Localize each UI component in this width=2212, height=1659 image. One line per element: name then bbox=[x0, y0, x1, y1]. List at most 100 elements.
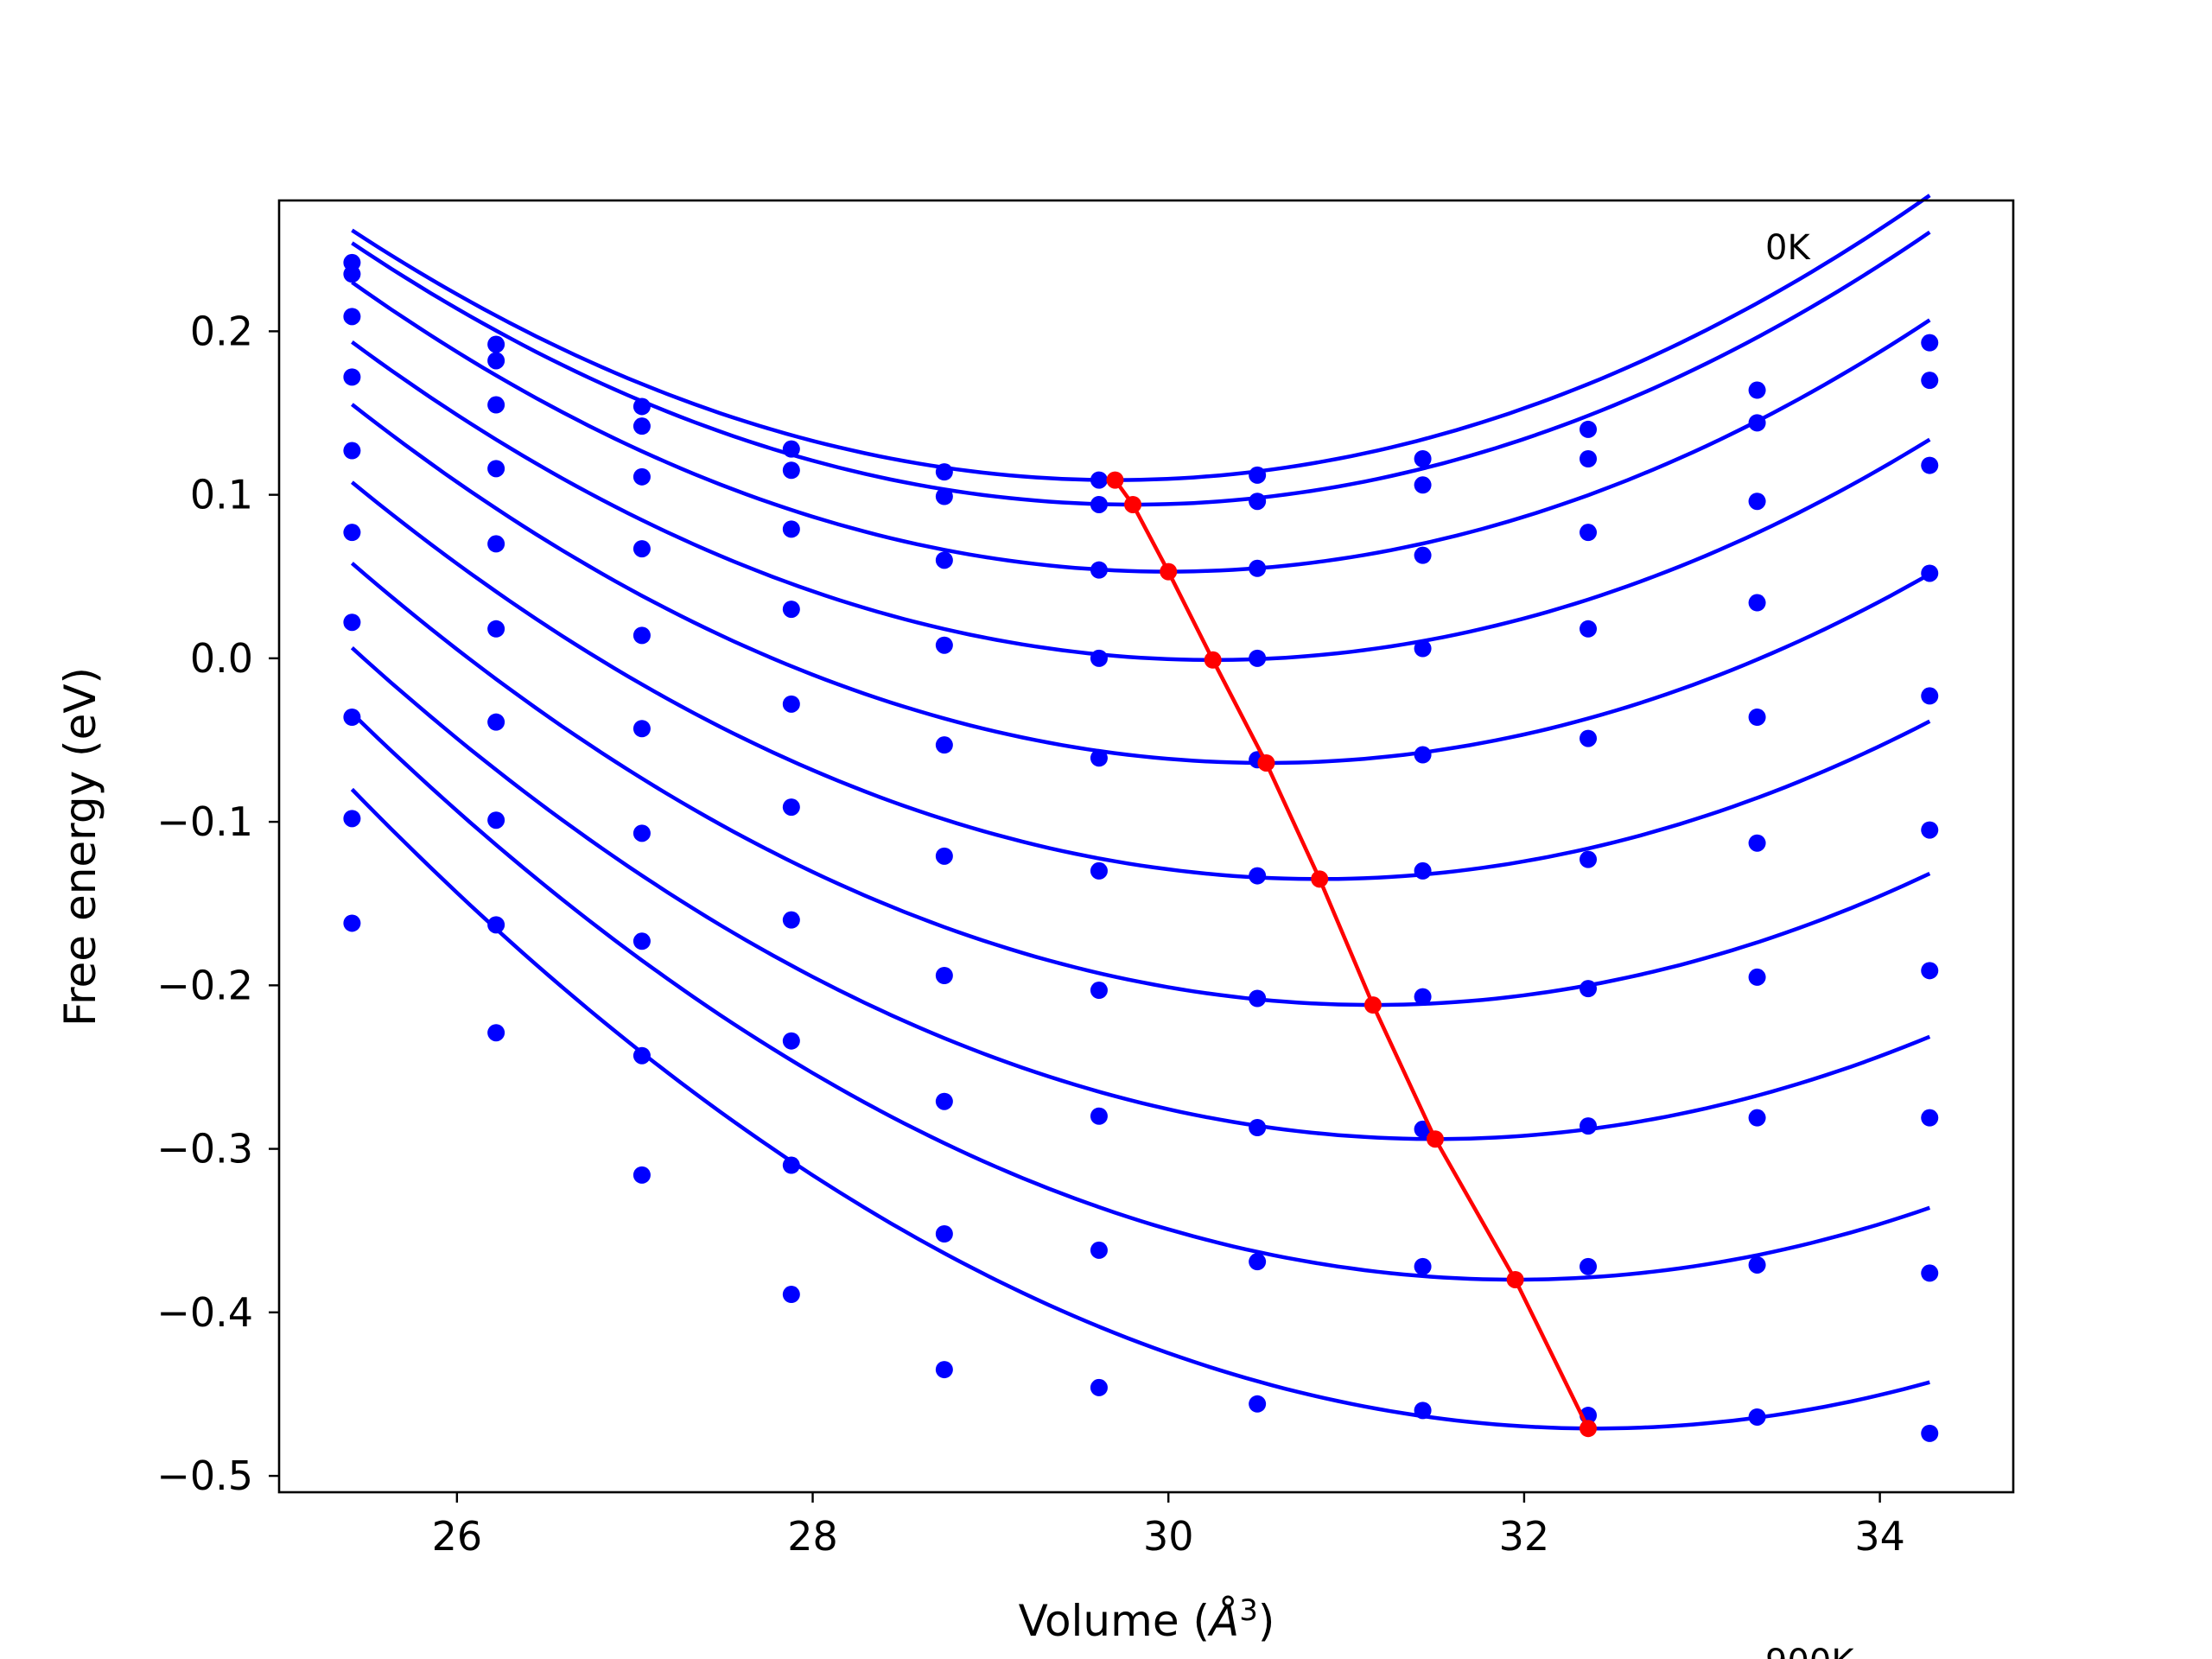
data-point bbox=[1748, 709, 1766, 726]
data-point bbox=[1249, 466, 1267, 484]
y-tick-label: −0.1 bbox=[156, 798, 253, 845]
minimum-point bbox=[1580, 1420, 1598, 1438]
data-point bbox=[935, 551, 953, 569]
data-point bbox=[487, 396, 505, 414]
data-point bbox=[1580, 620, 1598, 638]
data-point bbox=[487, 713, 505, 731]
fit-curves bbox=[350, 194, 1931, 1431]
x-tick-label: 34 bbox=[1854, 1513, 1905, 1560]
data-point bbox=[782, 695, 800, 713]
data-point bbox=[935, 636, 953, 654]
data-point bbox=[1748, 834, 1766, 852]
data-point bbox=[1249, 559, 1267, 577]
data-point bbox=[1414, 746, 1432, 764]
data-point bbox=[935, 967, 953, 984]
data-point bbox=[632, 626, 651, 645]
y-tick-label: 0.2 bbox=[190, 308, 253, 354]
data-point bbox=[1580, 1257, 1598, 1275]
data-point bbox=[1748, 381, 1766, 399]
data-point bbox=[1414, 988, 1432, 1006]
data-points bbox=[343, 253, 1939, 1442]
data-point bbox=[1921, 1264, 1939, 1282]
data-point bbox=[343, 524, 361, 542]
data-point bbox=[1414, 1402, 1432, 1420]
annotation-0k: 0K bbox=[1765, 228, 1811, 268]
data-point bbox=[782, 1156, 800, 1174]
minimum-point bbox=[1124, 495, 1142, 513]
data-point bbox=[1090, 1378, 1108, 1396]
data-point bbox=[1748, 414, 1766, 432]
data-point bbox=[487, 1024, 505, 1042]
minimum-point bbox=[1427, 1130, 1444, 1148]
data-point bbox=[487, 811, 505, 830]
data-point bbox=[1921, 962, 1939, 980]
data-point bbox=[782, 440, 800, 458]
data-point bbox=[487, 460, 505, 478]
data-point bbox=[487, 620, 505, 638]
x-axis-label-power: 3 bbox=[1239, 1593, 1258, 1628]
data-point bbox=[1414, 1257, 1432, 1275]
data-point bbox=[1414, 546, 1432, 564]
data-point bbox=[1249, 1395, 1267, 1413]
x-axis-ticks: 26 28 30 32 34 bbox=[432, 1492, 1905, 1560]
data-point bbox=[1249, 989, 1267, 1007]
data-point bbox=[632, 397, 651, 416]
data-point bbox=[1921, 372, 1939, 390]
data-point bbox=[632, 932, 651, 950]
data-point bbox=[1748, 493, 1766, 511]
y-axis-ticks: 0.2 0.1 0.0 −0.1 −0.2 −0.3 −0.4 −0.5 bbox=[156, 308, 279, 1499]
data-point bbox=[782, 1286, 800, 1304]
fit-curve bbox=[351, 280, 1931, 574]
x-axis-label-unit: Å bbox=[1207, 1596, 1239, 1646]
data-point bbox=[782, 911, 800, 929]
fit-curve bbox=[351, 340, 1931, 662]
data-point bbox=[1090, 861, 1108, 880]
data-point bbox=[1414, 639, 1432, 658]
fit-curve bbox=[350, 480, 1931, 881]
x-tick-label: 26 bbox=[432, 1513, 483, 1560]
x-tick-label: 28 bbox=[787, 1513, 838, 1560]
data-point bbox=[1090, 649, 1108, 667]
fit-curve bbox=[350, 562, 1931, 1007]
data-point bbox=[1090, 1241, 1108, 1259]
data-point bbox=[1921, 564, 1939, 582]
data-point bbox=[782, 520, 800, 538]
data-point bbox=[935, 463, 953, 481]
fit-curve bbox=[350, 646, 1931, 1141]
data-point bbox=[782, 798, 800, 817]
y-tick-label: −0.5 bbox=[156, 1452, 253, 1499]
data-point bbox=[1580, 850, 1598, 868]
minimum-point bbox=[1257, 753, 1275, 772]
data-point bbox=[1249, 649, 1267, 667]
fit-curve bbox=[350, 787, 1930, 1431]
data-point bbox=[1748, 1408, 1766, 1426]
data-point bbox=[935, 1361, 953, 1379]
data-point bbox=[632, 1046, 651, 1065]
data-point bbox=[1090, 471, 1108, 489]
data-point bbox=[343, 308, 361, 326]
data-point bbox=[1580, 524, 1598, 542]
data-point bbox=[1921, 1424, 1939, 1442]
data-point bbox=[1580, 980, 1598, 998]
plot-frame bbox=[277, 199, 2015, 1494]
data-point bbox=[1921, 687, 1939, 705]
minimum-path-line bbox=[1113, 479, 1591, 1430]
fit-curve bbox=[351, 194, 1931, 482]
minimum-path bbox=[1106, 471, 1598, 1438]
data-point bbox=[1580, 729, 1598, 747]
data-point bbox=[1580, 1117, 1598, 1135]
data-point bbox=[1090, 495, 1108, 513]
data-point bbox=[1921, 456, 1939, 474]
data-point bbox=[632, 824, 651, 842]
data-point bbox=[487, 535, 505, 553]
data-point bbox=[1090, 1107, 1108, 1125]
data-point bbox=[632, 720, 651, 738]
fit-curve bbox=[351, 403, 1931, 766]
data-point bbox=[632, 467, 651, 486]
y-axis-label: Free energy (eV) bbox=[55, 667, 105, 1027]
data-point bbox=[1090, 749, 1108, 767]
data-point bbox=[632, 1166, 651, 1184]
data-point bbox=[343, 442, 361, 460]
data-point bbox=[1090, 561, 1108, 579]
